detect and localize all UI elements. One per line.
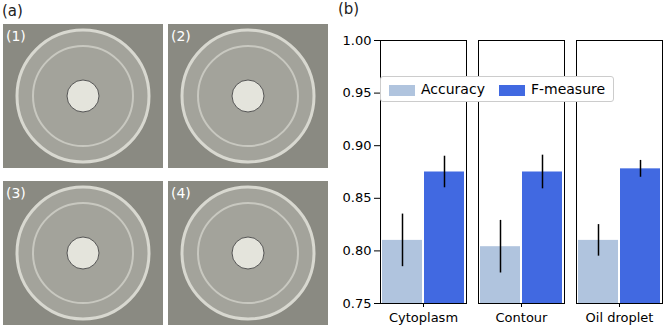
svg-text:0.75: 0.75 — [343, 296, 372, 311]
html-text:F-measure: F-measure — [530, 81, 606, 97]
svg-text:(4): (4) — [171, 185, 191, 201]
svg-text:0.90: 0.90 — [343, 138, 372, 153]
html-text:Accuracy: Accuracy — [421, 81, 485, 97]
svg-text:0.80: 0.80 — [343, 243, 372, 258]
svg-text:0.95: 0.95 — [343, 85, 372, 100]
svg-text:Cytoplasm: Cytoplasm — [389, 310, 458, 325]
svg-text:(a): (a) — [2, 2, 23, 20]
svg-text:Contour: Contour — [496, 310, 549, 325]
svg-text:(3): (3) — [6, 185, 26, 201]
svg-text:1.00: 1.00 — [343, 33, 372, 48]
svg-text:(2): (2) — [171, 28, 191, 44]
html-text:(b): (b) — [338, 0, 360, 18]
svg-text:Oil droplet: Oil droplet — [586, 310, 654, 325]
svg-text:0.85: 0.85 — [343, 190, 372, 205]
svg-text:(1): (1) — [6, 28, 26, 44]
